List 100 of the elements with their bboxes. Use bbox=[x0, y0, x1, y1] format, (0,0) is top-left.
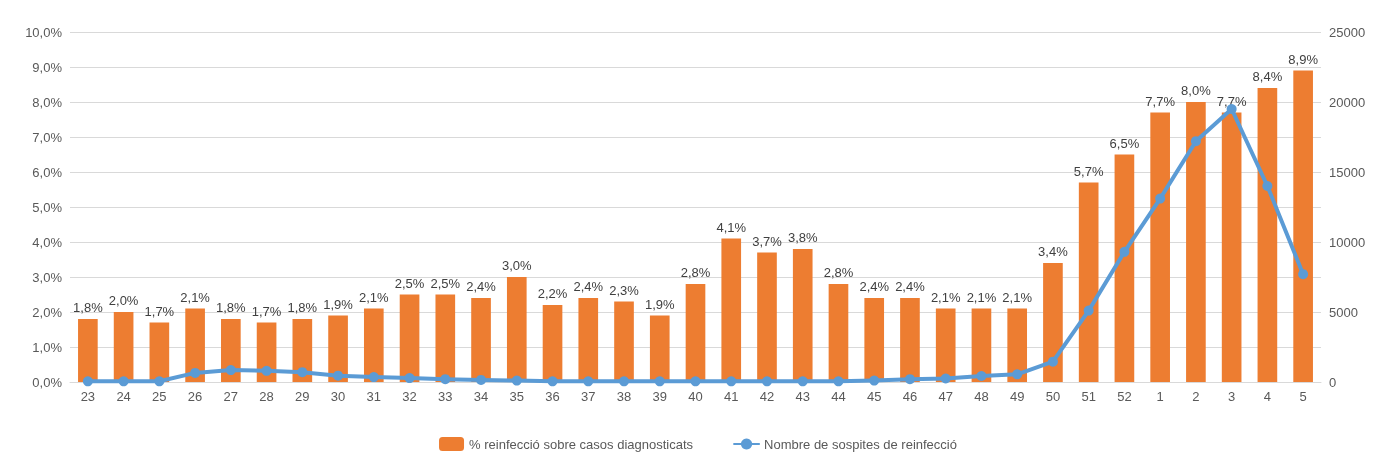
x-tick-label: 52 bbox=[1117, 389, 1132, 404]
x-tick-label: 46 bbox=[902, 389, 918, 404]
y2-tick-label: 15000 bbox=[1329, 164, 1366, 180]
data-label: 2,4% bbox=[895, 279, 926, 294]
data-label: 2,0% bbox=[108, 293, 139, 308]
data-label: 7,7% bbox=[1216, 93, 1247, 109]
point bbox=[225, 365, 236, 376]
x-tick-label: 32 bbox=[402, 389, 417, 404]
x-tick-label: 41 bbox=[724, 389, 739, 404]
point bbox=[261, 365, 272, 376]
data-label: 2,2% bbox=[537, 286, 568, 301]
bar bbox=[506, 277, 527, 382]
point bbox=[940, 373, 951, 384]
point bbox=[1298, 269, 1309, 280]
x-tick-label: 4 bbox=[1263, 389, 1271, 404]
data-label: 2,4% bbox=[573, 279, 604, 294]
point bbox=[368, 372, 379, 383]
x-tick-label: 30 bbox=[330, 389, 346, 404]
bar bbox=[542, 305, 563, 382]
data-label: 1,9% bbox=[644, 296, 676, 312]
point bbox=[833, 376, 844, 387]
data-label: 2,8% bbox=[680, 265, 711, 280]
data-label: 1,7% bbox=[251, 303, 282, 319]
bar bbox=[363, 308, 384, 382]
bar bbox=[721, 238, 742, 382]
x-tick-label: 35 bbox=[509, 389, 525, 404]
point bbox=[297, 367, 308, 378]
x-tick-label: 34 bbox=[473, 389, 489, 404]
point bbox=[1012, 369, 1023, 380]
bar bbox=[1114, 154, 1135, 382]
point bbox=[440, 374, 451, 385]
point bbox=[726, 376, 737, 387]
data-label: 3,4% bbox=[1038, 244, 1069, 259]
legend-label: % reinfecció sobre casos diagnosticats bbox=[469, 436, 694, 452]
data-label: 2,1% bbox=[966, 289, 997, 305]
bar bbox=[864, 298, 885, 382]
bar bbox=[614, 301, 634, 382]
bar bbox=[685, 284, 706, 382]
y-tick-label: 9,0% bbox=[32, 59, 63, 75]
x-tick-label: 25 bbox=[152, 389, 167, 404]
point bbox=[1262, 181, 1273, 191]
bar bbox=[578, 298, 599, 382]
data-label: 1,8% bbox=[73, 300, 104, 315]
y2-tick-label: 25000 bbox=[1329, 24, 1366, 40]
bar bbox=[757, 252, 777, 382]
point bbox=[869, 375, 880, 386]
bar bbox=[649, 315, 670, 382]
y2-tick-label: 10000 bbox=[1329, 234, 1366, 250]
data-label: 8,0% bbox=[1181, 83, 1212, 98]
x-tick-label: 26 bbox=[187, 389, 203, 404]
y-tick-label: 5,0% bbox=[32, 199, 63, 215]
point bbox=[904, 374, 915, 385]
x-tick-label: 33 bbox=[438, 389, 453, 404]
x-tick-label: 43 bbox=[795, 389, 810, 404]
x-tick-label: 40 bbox=[688, 389, 703, 404]
bar bbox=[185, 308, 205, 382]
bar bbox=[1078, 182, 1099, 382]
point bbox=[762, 376, 772, 387]
x-tick-label: 38 bbox=[616, 389, 632, 404]
bar bbox=[113, 312, 134, 382]
data-label: 2,1% bbox=[930, 289, 961, 305]
data-label: 2,5% bbox=[394, 275, 425, 291]
y-tick-label: 7,0% bbox=[32, 129, 63, 145]
data-label: 3,0% bbox=[501, 258, 533, 273]
data-label: 6,5% bbox=[1109, 135, 1140, 151]
x-tick-label: 42 bbox=[759, 389, 775, 404]
data-label: 3,8% bbox=[787, 230, 818, 245]
bar bbox=[1293, 70, 1313, 382]
data-label: 1,9% bbox=[323, 296, 354, 312]
y-tick-label: 8,0% bbox=[32, 94, 63, 110]
point bbox=[797, 376, 808, 387]
x-tick-label: 31 bbox=[366, 389, 382, 404]
point bbox=[619, 376, 630, 387]
bar bbox=[828, 284, 849, 382]
point bbox=[1119, 246, 1130, 257]
x-tick-label: 3 bbox=[1228, 389, 1236, 404]
data-label: 7,7% bbox=[1145, 93, 1176, 109]
point bbox=[1155, 193, 1166, 204]
x-tick-label: 51 bbox=[1081, 389, 1096, 404]
x-tick-label: 2 bbox=[1192, 389, 1200, 404]
bar bbox=[935, 308, 956, 382]
y-tick-label: 1,0% bbox=[32, 339, 63, 355]
data-label: 3,7% bbox=[752, 233, 783, 249]
data-label: 2,4% bbox=[859, 279, 890, 294]
bar bbox=[1257, 88, 1278, 382]
x-tick-label: 39 bbox=[652, 389, 667, 404]
bar bbox=[792, 249, 813, 382]
point bbox=[547, 376, 558, 387]
point bbox=[690, 376, 701, 387]
x-tick-label: 37 bbox=[581, 389, 596, 404]
x-tick-label: 29 bbox=[295, 389, 310, 404]
data-label: 2,4% bbox=[466, 279, 497, 294]
y2-tick-label: 5000 bbox=[1329, 304, 1358, 320]
point bbox=[190, 367, 201, 378]
data-label: 8,9% bbox=[1288, 51, 1319, 67]
x-tick-label: 36 bbox=[545, 389, 560, 404]
y2-tick-label: 20000 bbox=[1329, 94, 1366, 110]
point bbox=[118, 376, 129, 387]
x-tick-label: 50 bbox=[1045, 389, 1061, 404]
bar bbox=[1150, 112, 1170, 382]
